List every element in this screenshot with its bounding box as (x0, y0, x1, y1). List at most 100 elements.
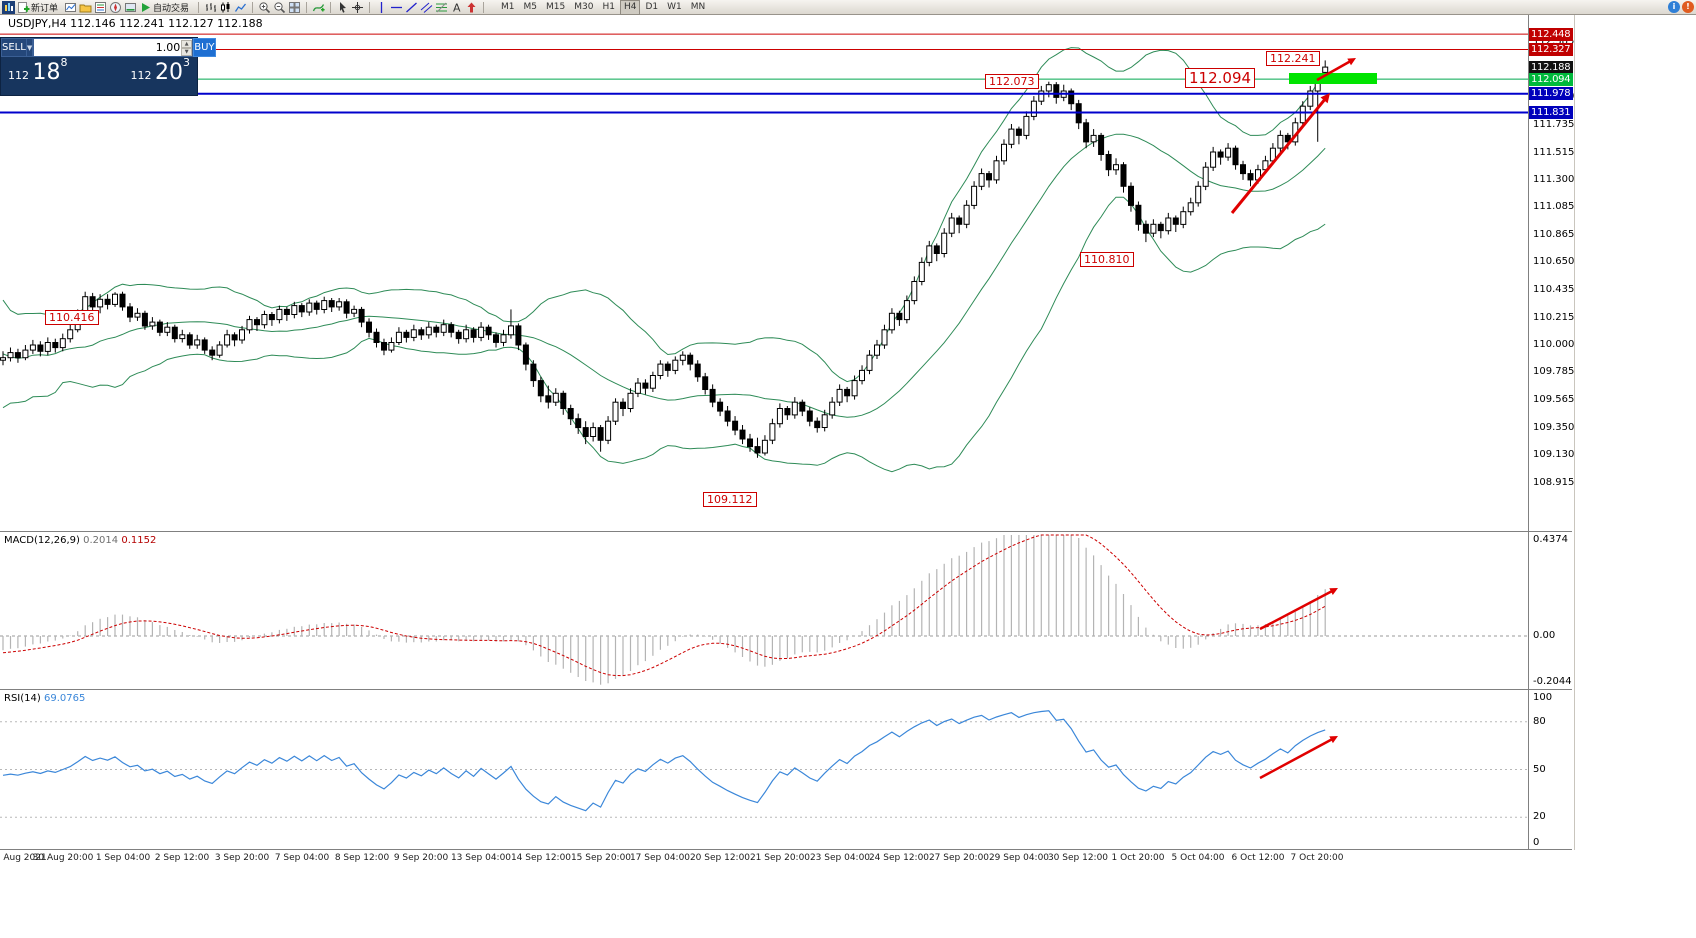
vertical-line-icon[interactable] (375, 1, 388, 14)
time-label: 1 Sep 04:00 (95, 853, 151, 863)
chart-ohlc-title: USDJPY,H4 112.146 112.241 112.127 112.18… (8, 17, 263, 30)
candle-body (799, 401, 806, 412)
ask-price[interactable]: 112 203 (130, 55, 191, 85)
pane-separator[interactable] (0, 689, 1572, 690)
pane-separator[interactable] (0, 849, 1572, 850)
candle-body (373, 331, 380, 343)
candle-body (7, 352, 14, 359)
timeframe-m15[interactable]: M15 (546, 1, 566, 12)
candle-body (874, 344, 880, 356)
line-chart-icon[interactable] (234, 1, 247, 14)
candle-body (971, 185, 978, 206)
candle-body (291, 305, 298, 316)
time-label: 30 Aug 20:00 (32, 853, 94, 863)
crosshair-icon[interactable] (351, 1, 364, 14)
candle-body (448, 324, 455, 333)
trendline-icon[interactable] (405, 1, 418, 14)
community-icon[interactable]: i (1668, 1, 1680, 13)
bollinger-lower-band (2, 196, 1326, 473)
candle-body (1068, 90, 1075, 105)
alert-icon[interactable]: ! (1682, 1, 1694, 13)
time-label: 21 Sep 20:00 (749, 853, 811, 863)
rsi-pane[interactable] (0, 690, 1528, 849)
candle-body (216, 344, 223, 356)
main-chart-pane[interactable] (0, 15, 1528, 531)
candle-body (239, 329, 245, 341)
candle-body (575, 418, 582, 429)
candle-body (836, 388, 843, 403)
order-options-dropdown[interactable]: ▼ (26, 38, 34, 57)
volume-spinner[interactable]: ▲ ▼ (181, 39, 193, 56)
pane-separator[interactable] (0, 531, 1572, 532)
window-edge (1574, 15, 1575, 850)
time-label: 14 Sep 12:00 (510, 853, 572, 863)
candle-body (627, 392, 634, 409)
rsi-indicator-label: RSI(14) 69.0765 (4, 693, 86, 704)
candle-body (171, 326, 178, 340)
candle-body (52, 342, 59, 349)
candle-body (343, 301, 350, 314)
horizontal-line-icon[interactable] (390, 1, 403, 14)
candle-body (933, 245, 940, 254)
candle-body (134, 312, 141, 318)
profiles-icon[interactable] (79, 1, 92, 14)
spin-down-icon[interactable]: ▼ (181, 47, 193, 56)
timeframe-m5[interactable]: M5 (523, 1, 538, 12)
volume-input[interactable] (34, 41, 182, 54)
candle-body (866, 354, 873, 371)
time-label: Aug 2021 (3, 853, 47, 863)
terminal-icon[interactable] (124, 1, 137, 14)
candle-body (433, 326, 440, 333)
candle-body (67, 329, 74, 340)
candle-body (410, 329, 417, 338)
time-label: 15 Sep 20:00 (570, 853, 632, 863)
rsi-scale-label: 0 (1533, 837, 1540, 848)
candlestick-icon[interactable] (219, 1, 232, 14)
candle-body (941, 232, 948, 254)
new-order-button[interactable]: 新订单 (17, 1, 62, 14)
buy-button[interactable]: BUY (193, 38, 216, 57)
navigator-icon[interactable] (109, 1, 122, 14)
bollinger-middle-band (2, 133, 1326, 418)
sell-button[interactable]: SELL (1, 38, 27, 57)
timeframe-m1[interactable]: M1 (501, 1, 515, 12)
price-tick: 109.565 (1533, 394, 1575, 405)
timeframe-h4[interactable]: H4 (619, 0, 641, 15)
market-watch-icon[interactable] (94, 1, 107, 14)
tile-windows-icon[interactable] (288, 1, 301, 14)
timeframe-w1[interactable]: W1 (667, 1, 682, 12)
timeframe-mn[interactable]: MN (690, 1, 706, 12)
zoom-in-icon[interactable] (258, 1, 271, 14)
candle-body (1247, 173, 1254, 181)
macd-pane[interactable] (0, 532, 1528, 689)
timeframe-h1[interactable]: H1 (602, 1, 615, 12)
new-chart-icon[interactable] (64, 1, 77, 14)
candle-body (104, 298, 111, 305)
app-icon (2, 0, 15, 14)
candle-body (791, 401, 798, 416)
cursor-icon[interactable] (336, 1, 349, 14)
fibonacci-icon[interactable] (435, 1, 448, 14)
channel-icon[interactable] (420, 1, 433, 14)
candle-body (1135, 204, 1142, 225)
candle-body (642, 382, 649, 389)
auto-trading-button[interactable]: 自动交易 (139, 1, 193, 14)
time-label: 29 Sep 04:00 (988, 853, 1050, 863)
candle-body (1045, 84, 1052, 92)
timeframe-d1[interactable]: D1 (645, 1, 659, 12)
text-tool-icon[interactable]: A (450, 1, 463, 14)
rsi-line (2, 710, 1326, 812)
timeframe-m30[interactable]: M30 (574, 1, 594, 12)
candle-body (1001, 143, 1007, 162)
candle-body (567, 408, 574, 420)
bid-price[interactable]: 112 188 (8, 55, 68, 85)
candle-body (903, 300, 910, 321)
arrows-tool-icon[interactable] (465, 1, 478, 14)
indicators-icon[interactable] (312, 1, 325, 14)
candle-body (1299, 105, 1306, 124)
spin-up-icon[interactable]: ▲ (181, 39, 193, 48)
auto-trading-label: 自动交易 (153, 3, 190, 14)
candle-body (381, 342, 387, 351)
bar-chart-icon[interactable] (204, 1, 217, 14)
zoom-out-icon[interactable] (273, 1, 286, 14)
